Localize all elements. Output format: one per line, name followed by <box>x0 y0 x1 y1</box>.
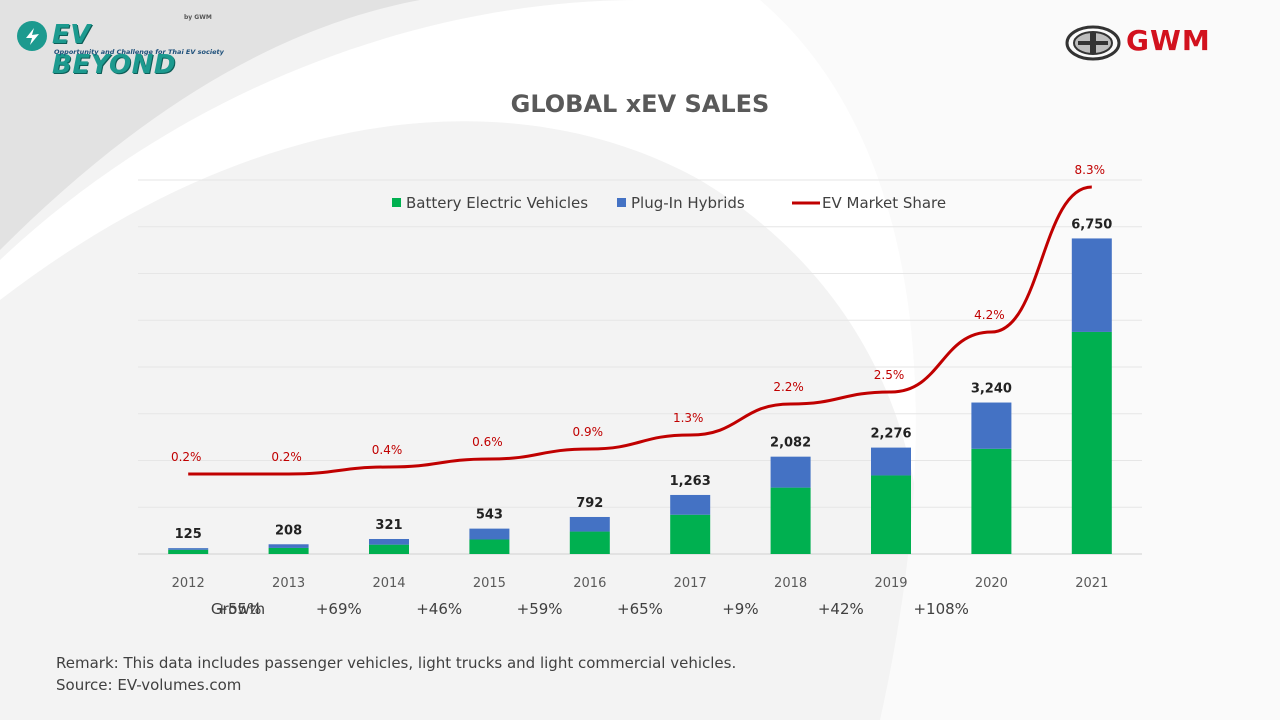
growth-value-2017: +65% <box>617 600 663 618</box>
growth-value-2014: +69% <box>316 600 362 618</box>
bars <box>168 238 1112 554</box>
share-label-2014: 0.4% <box>372 443 403 457</box>
bar-phev-2020 <box>971 402 1012 449</box>
bar-bev-2015 <box>469 539 510 554</box>
remark-text: Remark: This data includes passenger veh… <box>56 654 737 672</box>
logo-tagline: Opportunity and Challenge for Thai EV so… <box>54 48 224 56</box>
legend-label-bev: Battery Electric Vehicles <box>406 194 588 212</box>
share-label-2017: 1.3% <box>673 411 704 425</box>
x-tick-2019: 2019 <box>874 576 907 591</box>
ev-beyond-logo: EV BEYOND by GWM Opportunity and Challen… <box>14 14 224 80</box>
bar-bev-2012 <box>168 549 209 554</box>
share-label-2015: 0.6% <box>472 435 503 449</box>
bar-phev-2013 <box>268 544 309 548</box>
total-label-2020: 3,240 <box>971 382 1012 397</box>
bar-bev-2017 <box>670 514 711 554</box>
share-label-2012: 0.2% <box>171 450 202 464</box>
ev-plug-icon <box>17 21 47 51</box>
total-label-2019: 2,276 <box>870 427 911 442</box>
bar-phev-2018 <box>770 456 811 488</box>
total-label-2018: 2,082 <box>770 436 811 451</box>
market-share-path <box>188 185 1092 476</box>
legend-label-share: EV Market Share <box>822 194 946 212</box>
bar-phev-2019 <box>871 447 911 476</box>
share-label-2018: 2.2% <box>773 380 804 394</box>
x-tick-2012: 2012 <box>172 576 205 591</box>
growth-value-2013: +55% <box>215 600 261 618</box>
growth-value-2016: +59% <box>517 600 563 618</box>
logo-title: EV BEYOND <box>52 20 176 80</box>
x-tick-2017: 2017 <box>674 576 707 591</box>
share-label-2021: 8.3% <box>1075 163 1106 177</box>
legend-label-phev: Plug-In Hybrids <box>631 194 745 212</box>
share-label-2016: 0.9% <box>573 425 604 439</box>
x-tick-2013: 2013 <box>272 576 305 591</box>
bar-bev-2019 <box>871 475 911 554</box>
total-label-2012: 125 <box>175 527 202 542</box>
gwm-logo: GWM <box>1064 24 1234 62</box>
x-axis: 2012 2013 2014 2015 2016 2017 2018 2019 2020 2021 <box>172 576 1109 591</box>
x-tick-2014: 2014 <box>372 576 405 591</box>
share-label-2020: 4.2% <box>974 308 1005 322</box>
share-label-2019: 2.5% <box>874 368 905 382</box>
bar-bev-2016 <box>569 531 610 554</box>
footer: Remark: This data includes passenger veh… <box>56 652 736 696</box>
growth-value-2019: +42% <box>818 600 864 618</box>
total-label-2017: 1,263 <box>670 474 711 489</box>
bar-phev-2015 <box>469 528 510 540</box>
gwm-wordmark: GWM <box>1126 24 1211 57</box>
bar-phev-2017 <box>670 494 711 515</box>
total-label-2015: 543 <box>476 508 503 523</box>
market-share-line <box>188 185 1092 476</box>
bar-bev-2014 <box>369 544 409 554</box>
growth-value-2015: +46% <box>416 600 462 618</box>
growth-value-2020: +108% <box>913 600 968 618</box>
bar-bev-2013 <box>268 547 309 554</box>
total-label-2016: 792 <box>576 496 603 511</box>
share-label-2013: 0.2% <box>271 450 302 464</box>
bar-phev-2016 <box>569 516 610 532</box>
logo-by: by GWM <box>184 14 212 21</box>
growth-row: Growth+55% +69% +46% +59% +65% +9% +42% +108% <box>211 600 969 618</box>
bar-bev-2018 <box>770 487 811 554</box>
bar-bev-2021 <box>1071 331 1112 554</box>
total-label-2013: 208 <box>275 523 302 538</box>
growth-label: Growth <box>211 600 265 618</box>
chart-title: GLOBAL xEV SALES <box>510 90 770 118</box>
data-labels: 125 208 321 543 792 1,263 2,082 2,276 3,240 6,750… <box>171 163 1112 542</box>
total-label-2021: 6,750 <box>1071 217 1112 232</box>
legend-swatch-phev <box>617 198 626 207</box>
source-text: Source: EV-volumes.com <box>56 676 242 694</box>
legend: Battery Electric Vehicles Plug-In Hybrids… <box>392 194 946 212</box>
bar-bev-2020 <box>971 448 1012 554</box>
bar-phev-2012 <box>168 548 209 550</box>
x-tick-2018: 2018 <box>774 576 807 591</box>
x-tick-2021: 2021 <box>1075 576 1108 591</box>
bar-phev-2014 <box>369 538 409 545</box>
x-tick-2016: 2016 <box>573 576 606 591</box>
x-tick-2015: 2015 <box>473 576 506 591</box>
gwm-badge-icon <box>1065 25 1121 61</box>
legend-swatch-bev <box>392 198 401 207</box>
growth-value-2018: +9% <box>722 600 758 618</box>
total-label-2014: 321 <box>375 518 402 533</box>
bar-phev-2021 <box>1071 238 1112 332</box>
x-tick-2020: 2020 <box>975 576 1008 591</box>
